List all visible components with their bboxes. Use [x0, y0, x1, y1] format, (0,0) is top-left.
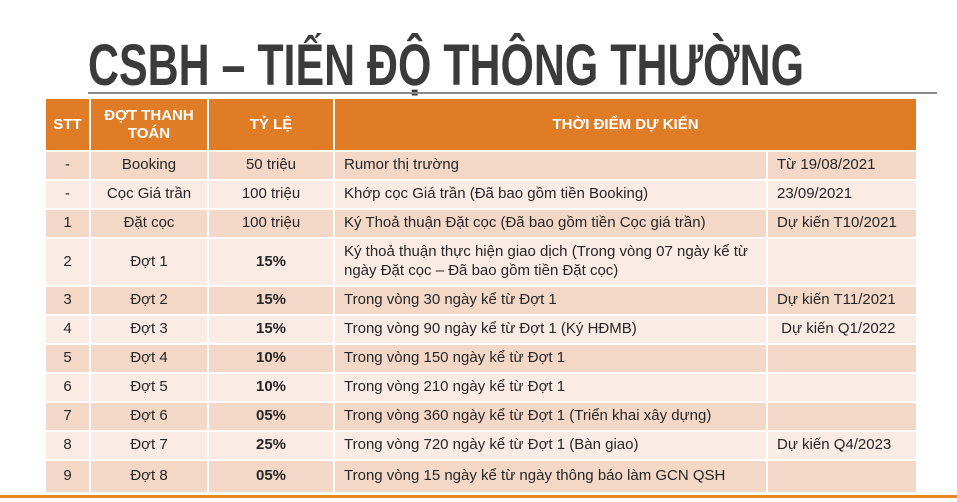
cell-phase: Đợt 5	[91, 374, 207, 401]
cell-stt: 3	[46, 287, 89, 314]
cell-expected-date: Dự kiến Q1/2022	[768, 316, 916, 343]
cell-stt: 4	[46, 316, 89, 343]
cell-expected-date	[768, 461, 916, 492]
cell-rate: 10%	[209, 345, 333, 372]
table-row: 4 Đợt 3 15% Trong vòng 90 ngày kể từ Đợt 1 …	[46, 316, 916, 343]
cell-stt: 1	[46, 210, 89, 237]
cell-phase: Đặt cọc	[91, 210, 207, 237]
table-header-row: STT ĐỢT THANH TOÁN TỶ LỆ THỜI ĐIỂM DỰ KI…	[46, 99, 916, 150]
cell-rate: 05%	[209, 403, 333, 430]
cell-description: Trong vòng 15 ngày kể từ ngày thông báo …	[335, 461, 766, 492]
cell-phase: Đợt 6	[91, 403, 207, 430]
cell-description: Ký Thoả thuận Đặt cọc (Đã bao gồm tiền C…	[335, 210, 766, 237]
cell-stt: -	[46, 181, 89, 208]
table-row: 8 Đợt 7 25% Trong vòng 720 ngày kể từ Đợt 1…	[46, 432, 916, 459]
table-row: - Cọc Giá trần 100 triệu Khớp cọc Giá trần …	[46, 181, 916, 208]
table-row: 1 Đặt cọc 100 triệu Ký Thoả thuận Đặt cọc (…	[46, 210, 916, 237]
table-row: 7 Đợt 6 05% Trong vòng 360 ngày kể từ Đợt 1…	[46, 403, 916, 430]
cell-description: Trong vòng 720 ngày kể từ Đợt 1 (Bàn gia…	[335, 432, 766, 459]
cell-description: Rumor thị trường	[335, 152, 766, 179]
cell-description: Trong vòng 150 ngày kể từ Đợt 1	[335, 345, 766, 372]
cell-expected-date	[768, 239, 916, 285]
table-row: - Booking 50 triệu Rumor thị trường Từ 19/08…	[46, 152, 916, 179]
cell-rate: 100 triệu	[209, 210, 333, 237]
table-row: 5 Đợt 4 10% Trong vòng 150 ngày kể từ Đợt 1	[46, 345, 916, 372]
title-underline	[88, 92, 937, 94]
table-row: 9 Đợt 8 05% Trong vòng 15 ngày kể từ ngày t…	[46, 461, 916, 492]
cell-phase: Cọc Giá trần	[91, 181, 207, 208]
cell-description: Khớp cọc Giá trần (Đã bao gồm tiền Booki…	[335, 181, 766, 208]
cell-description: Trong vòng 90 ngày kể từ Đợt 1 (Ký HĐMB)	[335, 316, 766, 343]
cell-phase: Đợt 2	[91, 287, 207, 314]
cell-rate: 10%	[209, 374, 333, 401]
cell-description: Trong vòng 360 ngày kể từ Đợt 1 (Triển k…	[335, 403, 766, 430]
cell-phase: Đợt 1	[91, 239, 207, 285]
cell-rate: 100 triệu	[209, 181, 333, 208]
header-timing: THỜI ĐIỂM DỰ KIẾN	[335, 99, 916, 150]
cell-rate: 15%	[209, 287, 333, 314]
header-phase: ĐỢT THANH TOÁN	[91, 99, 207, 150]
cell-stt: 9	[46, 461, 89, 492]
cell-expected-date: Từ 19/08/2021	[768, 152, 916, 179]
cell-phase: Đợt 7	[91, 432, 207, 459]
cell-stt: 2	[46, 239, 89, 285]
cell-stt: 8	[46, 432, 89, 459]
header-rate: TỶ LỆ	[209, 99, 333, 150]
cell-description: Trong vòng 210 ngày kể từ Đợt 1	[335, 374, 766, 401]
cell-phase: Đợt 4	[91, 345, 207, 372]
cell-description: Ký thoả thuận thực hiện giao dịch (Trong…	[335, 239, 766, 285]
cell-stt: 5	[46, 345, 89, 372]
cell-expected-date: 23/09/2021	[768, 181, 916, 208]
cell-rate: 15%	[209, 316, 333, 343]
cell-expected-date: Dự kiến T11/2021	[768, 287, 916, 314]
cell-stt: -	[46, 152, 89, 179]
cell-rate: 15%	[209, 239, 333, 285]
cell-rate: 25%	[209, 432, 333, 459]
cell-rate: 05%	[209, 461, 333, 492]
table-row: 6 Đợt 5 10% Trong vòng 210 ngày kể từ Đợt 1	[46, 374, 916, 401]
page-title: CSBH – TIẾN ĐỘ THÔNG THƯỜNG	[88, 33, 805, 98]
cell-phase: Đợt 8	[91, 461, 207, 492]
cell-expected-date: Dự kiến T10/2021	[768, 210, 916, 237]
cell-expected-date	[768, 374, 916, 401]
cell-stt: 7	[46, 403, 89, 430]
cell-phase: Đợt 3	[91, 316, 207, 343]
payment-schedule-table: STT ĐỢT THANH TOÁN TỶ LỆ THỜI ĐIỂM DỰ KI…	[46, 99, 916, 492]
cell-phase: Booking	[91, 152, 207, 179]
cell-rate: 50 triệu	[209, 152, 333, 179]
cell-description: Trong vòng 30 ngày kể từ Đợt 1	[335, 287, 766, 314]
table-row: 2 Đợt 1 15% Ký thoả thuận thực hiện giao dị…	[46, 239, 916, 285]
cell-expected-date	[768, 403, 916, 430]
cell-stt: 6	[46, 374, 89, 401]
table-body: - Booking 50 triệu Rumor thị trường Từ 19/08…	[46, 152, 916, 492]
slide-footer-bar	[0, 495, 957, 498]
cell-expected-date: Dự kiến Q4/2023	[768, 432, 916, 459]
cell-expected-date	[768, 345, 916, 372]
header-stt: STT	[46, 99, 89, 150]
